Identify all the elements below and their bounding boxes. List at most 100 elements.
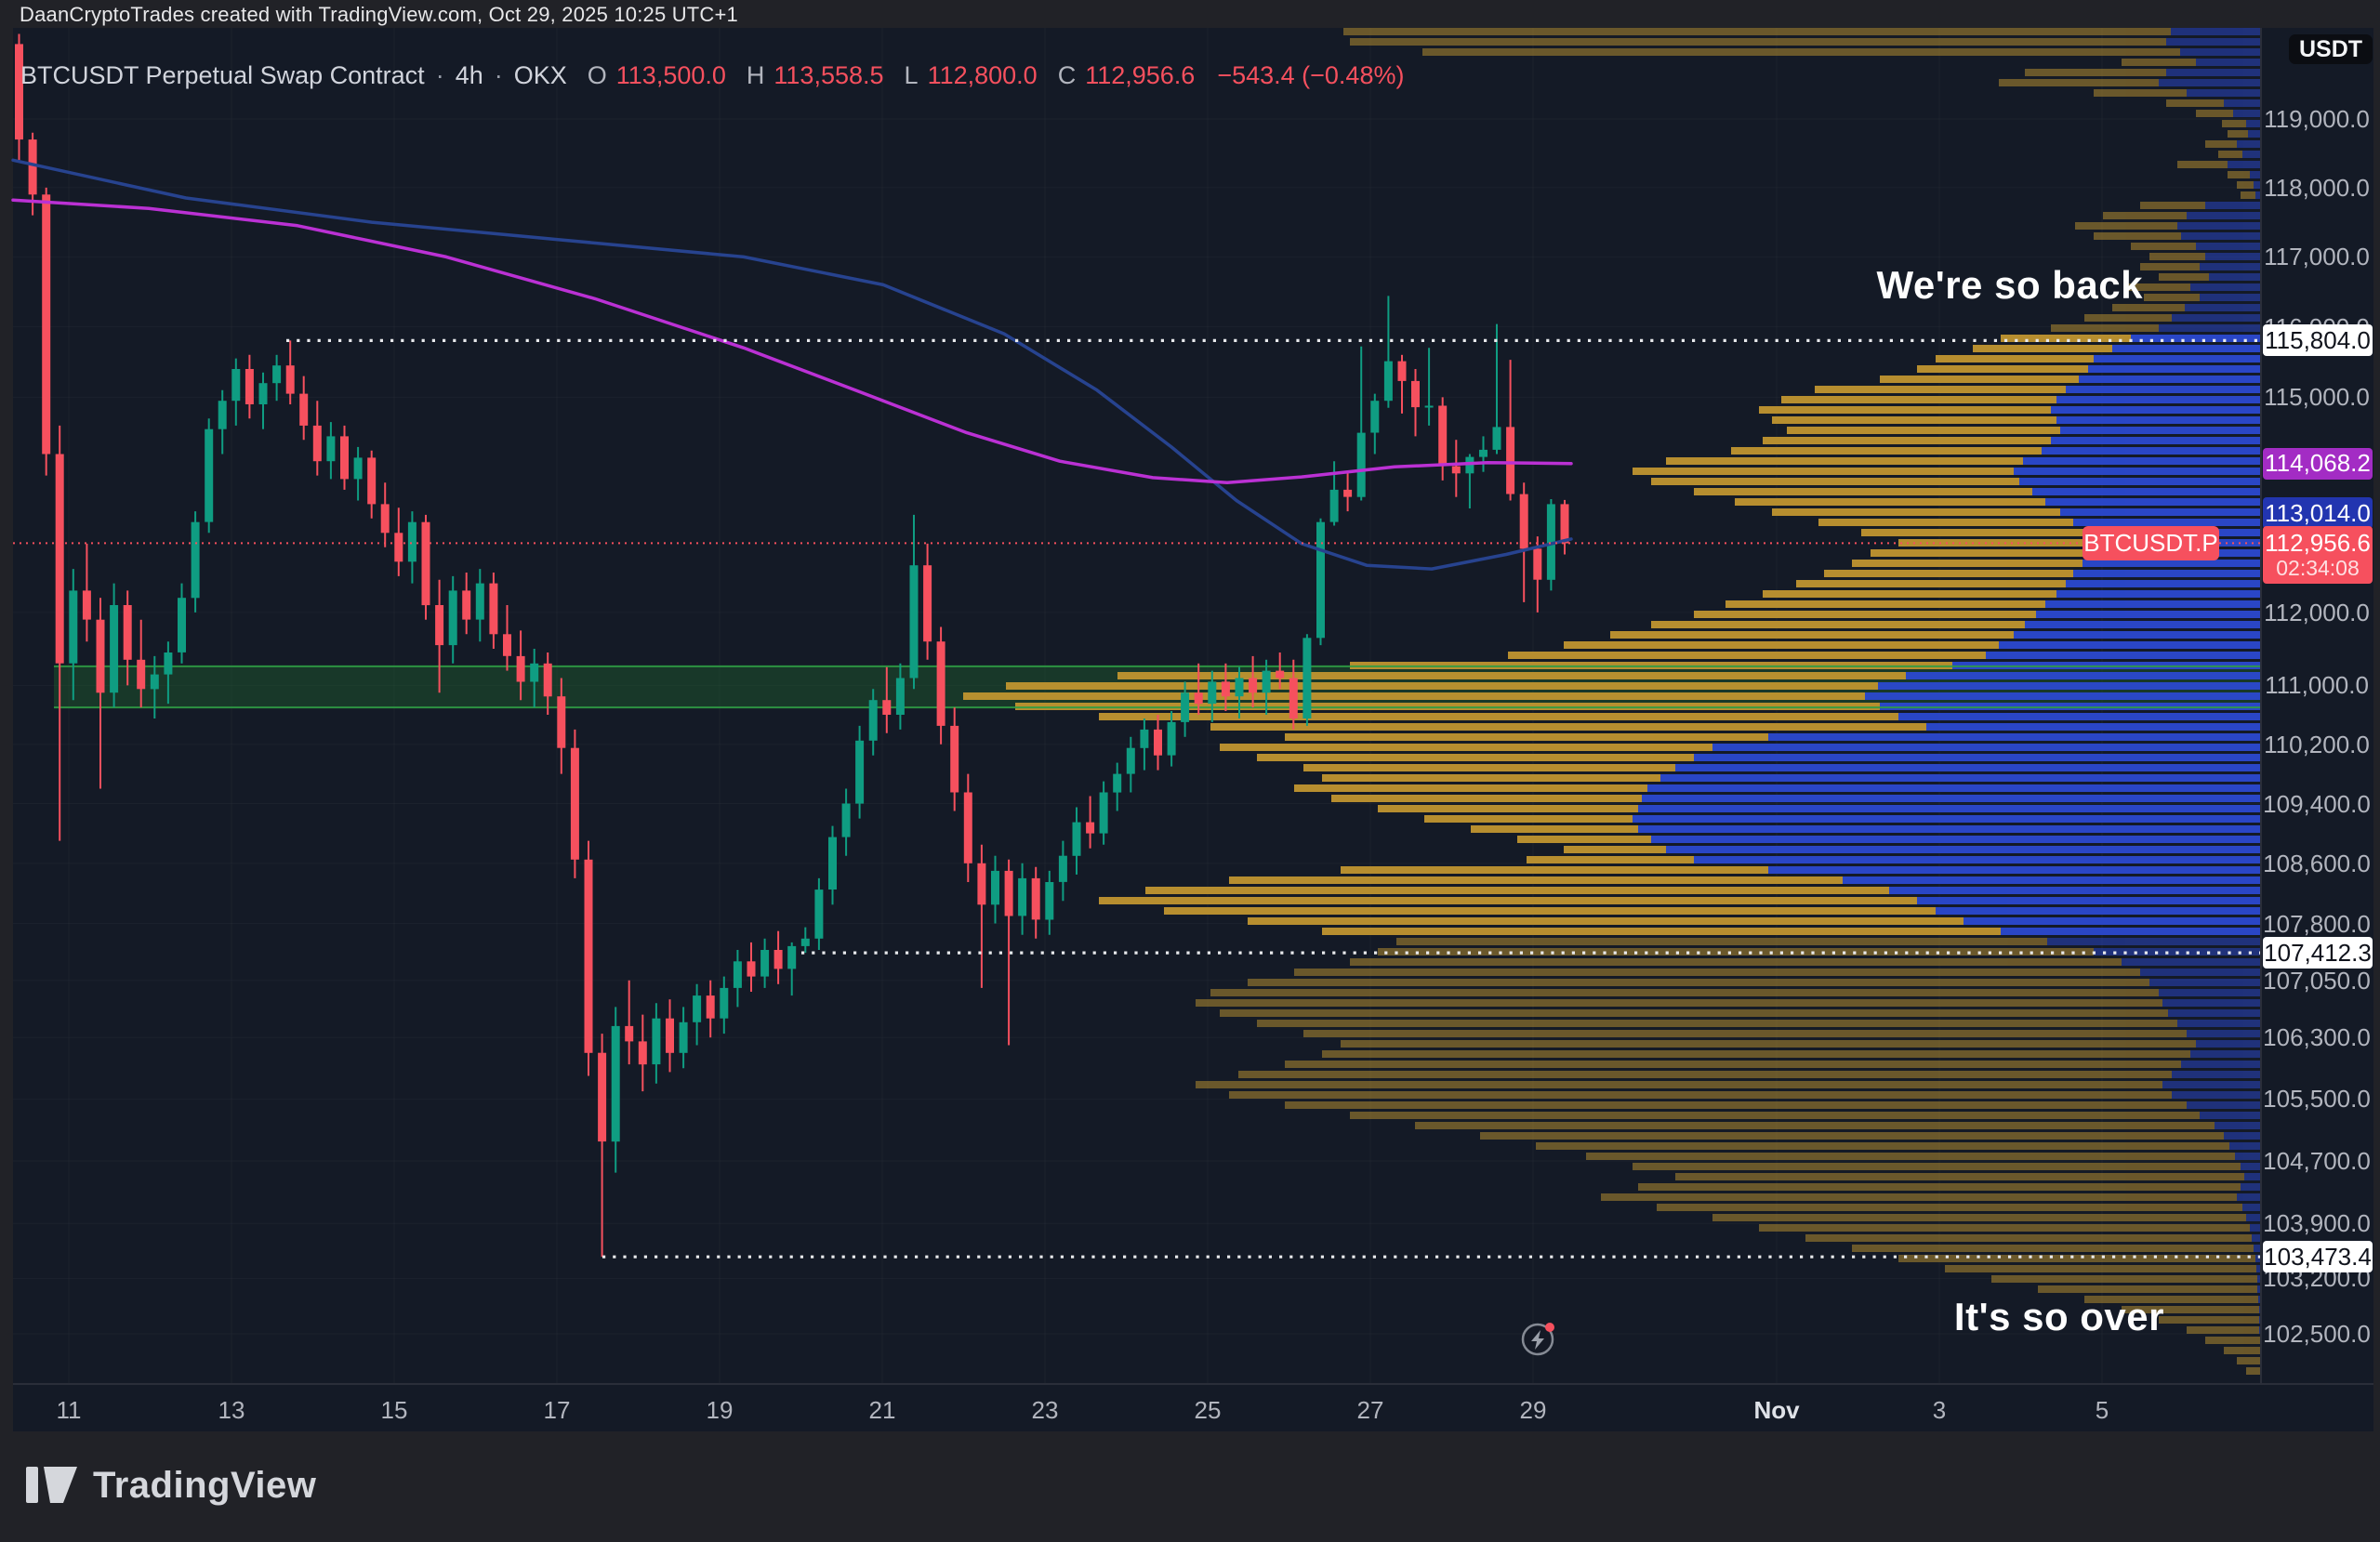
candlestick xyxy=(1438,397,1448,481)
volume-profile-row xyxy=(1257,754,2261,761)
candlestick xyxy=(475,569,484,642)
time-tick-label: 5 xyxy=(2095,1396,2109,1424)
candlestick xyxy=(1058,840,1067,902)
volume-profile-row xyxy=(1331,795,2261,802)
candlestick xyxy=(787,942,797,996)
volume-profile-row xyxy=(1818,519,2261,526)
candlestick xyxy=(1099,781,1108,845)
volume-profile-row xyxy=(2159,1316,2261,1324)
ohlc-low-value: 112,800.0 xyxy=(927,61,1038,89)
candlestick xyxy=(1506,360,1515,501)
candlestick xyxy=(69,569,78,701)
legend-interval[interactable]: 4h xyxy=(455,61,483,89)
candlestick xyxy=(15,33,23,161)
volume-profile-row xyxy=(1651,478,2261,485)
volume-profile-row xyxy=(1099,897,2261,904)
candlestick xyxy=(312,401,322,476)
watermark-text: DaanCryptoTrades created with TradingVie… xyxy=(20,3,738,26)
ohlc-open-value: 113,500.0 xyxy=(615,61,726,89)
volume-profile-row xyxy=(1675,1173,2261,1180)
flash-event-icon[interactable] xyxy=(1521,1323,1554,1356)
price-tick-label: 109,400.0 xyxy=(2263,789,2371,818)
volume-profile-row xyxy=(1145,887,2261,894)
candlestick xyxy=(1356,346,1366,501)
candlestick xyxy=(1560,499,1569,555)
candlestick xyxy=(1316,518,1325,646)
candlestick xyxy=(1181,681,1190,737)
candlestick xyxy=(557,678,566,774)
volume-profile-row xyxy=(1805,1234,2261,1242)
volume-profile-row xyxy=(1726,600,2261,608)
candlestick xyxy=(895,663,905,730)
volume-profile-row xyxy=(1651,621,2261,628)
candlestick xyxy=(814,877,824,950)
candlestick xyxy=(774,930,783,984)
volume-profile-row xyxy=(1586,1153,2261,1160)
volume-profile-row xyxy=(1415,1122,2261,1129)
candlestick xyxy=(96,598,105,789)
candlestick xyxy=(353,446,363,501)
price-tick-label: 104,700.0 xyxy=(2263,1147,2371,1176)
volume-profile-row xyxy=(1638,1183,2261,1191)
candlestick xyxy=(272,354,282,402)
ohlc-high-value: 113,558.5 xyxy=(774,61,884,89)
volume-profile-row xyxy=(1099,713,2261,720)
candlestick xyxy=(963,773,972,882)
volume-profile-row xyxy=(1210,723,2261,731)
legend-symbol-title[interactable]: BTCUSDT Perpetual Swap Contract xyxy=(20,61,425,89)
price-tick-label: 111,000.0 xyxy=(2265,671,2369,700)
symbol-legend[interactable]: BTCUSDT Perpetual Swap Contract · 4h · O… xyxy=(20,61,1404,90)
volume-profile-row xyxy=(2094,232,2261,240)
volume-profile-row xyxy=(1536,1142,2261,1150)
candlestick xyxy=(1167,711,1176,767)
volume-profile-row xyxy=(1898,1255,2261,1262)
candlestick xyxy=(245,354,254,419)
price-tick-label: 118,000.0 xyxy=(2264,173,2370,202)
volume-profile-row xyxy=(1973,345,2261,352)
currency-toggle-button[interactable]: USDT xyxy=(2289,34,2373,64)
volume-profile-row xyxy=(2159,273,2261,281)
volume-profile-row xyxy=(1917,365,2261,373)
volume-profile-row xyxy=(2131,243,2261,250)
candlestick xyxy=(733,950,742,1008)
volume-profile-row xyxy=(1343,28,2261,35)
volume-profile-row xyxy=(1815,386,2261,393)
candlestick xyxy=(652,1003,661,1084)
volume-profile-row xyxy=(2205,1337,2261,1344)
candlestick xyxy=(516,630,525,701)
support-axis-label: 107,412.3 xyxy=(2263,937,2373,969)
moving-average-blue[interactable] xyxy=(11,158,1573,571)
moving-average-purple[interactable] xyxy=(11,198,1573,484)
volume-profile-row xyxy=(2051,324,2261,332)
volume-profile-row xyxy=(1564,846,2261,853)
candlestick xyxy=(950,707,959,811)
volume-profile-row xyxy=(1015,703,2261,710)
price-tick-label: 105,500.0 xyxy=(2263,1085,2371,1114)
candlestick xyxy=(489,573,498,649)
volume-profile-row xyxy=(2228,171,2261,178)
tradingview-logo[interactable]: TradingView xyxy=(26,1463,316,1508)
candlestick xyxy=(1424,348,1434,426)
candlestick xyxy=(991,855,999,924)
candlestick xyxy=(693,983,702,1046)
volume-profile-row xyxy=(1350,1112,2261,1119)
candlestick xyxy=(137,619,146,708)
candlestick xyxy=(570,729,579,878)
volume-profile-row xyxy=(1220,744,2261,751)
candlestick xyxy=(720,976,729,1035)
volume-profile-row xyxy=(1341,866,2261,874)
volume-profile-row xyxy=(2237,1357,2261,1364)
volume-profile-row xyxy=(1285,733,2261,741)
volume-profile-row xyxy=(1945,1265,2261,1272)
volume-profile-row xyxy=(1633,468,2261,475)
candlestick xyxy=(828,825,837,905)
volume-profile-row xyxy=(1735,498,2261,506)
ma-purple-axis-label: 114,068.2 xyxy=(2263,447,2373,480)
candlestick xyxy=(1154,715,1162,771)
candlestick xyxy=(367,450,377,519)
volume-profile-row xyxy=(1303,1030,2261,1037)
candlestick xyxy=(110,583,119,708)
volume-profile-row xyxy=(1350,958,2261,966)
